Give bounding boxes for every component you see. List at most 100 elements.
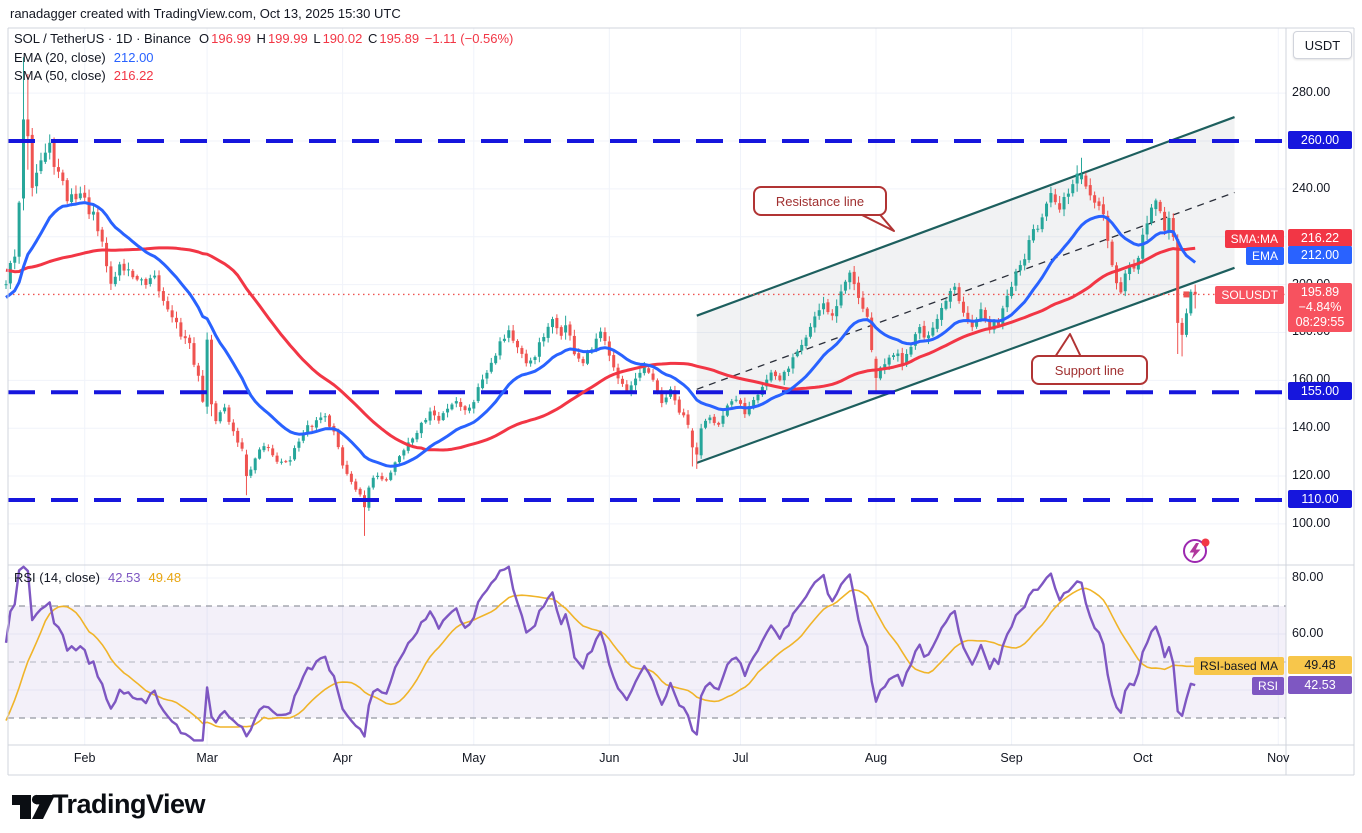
candle-body — [52, 141, 56, 167]
candle-body — [1040, 217, 1044, 230]
candle-body — [926, 335, 930, 339]
candle-body — [1075, 173, 1079, 184]
candle-body — [721, 415, 725, 424]
candle-body — [1189, 291, 1193, 314]
candle-body — [1119, 282, 1123, 293]
tradingview-logo-text[interactable]: TradingView — [52, 789, 206, 819]
candle-body — [406, 442, 410, 451]
candle-body — [310, 425, 314, 427]
candle-body — [354, 481, 358, 490]
candle-body — [778, 375, 782, 381]
candle-body — [8, 263, 12, 284]
candle-body — [380, 476, 384, 480]
candle-body — [612, 355, 616, 368]
candle-body — [411, 438, 415, 443]
channel-upper-line — [696, 116, 1235, 317]
time-axis-label[interactable]: Feb — [73, 751, 96, 765]
resistance-callout[interactable]: Resistance line — [753, 186, 887, 216]
candle-body — [244, 454, 248, 477]
time-axis-label[interactable]: May — [461, 751, 486, 765]
currency-toggle-button[interactable]: USDT — [1293, 31, 1352, 59]
candle-body — [756, 394, 760, 401]
rsi-ma-axis-value: 49.48 — [1288, 656, 1352, 674]
time-axis-label[interactable]: Sep — [1000, 751, 1023, 765]
candle-body — [1045, 203, 1049, 217]
chart-credit: ranadagger created with TradingView.com,… — [10, 6, 401, 21]
candle-body — [1001, 308, 1005, 326]
sma50-line — [5, 246, 1196, 452]
time-axis-label[interactable]: Oct — [1132, 751, 1153, 765]
time-axis-label[interactable]: Nov — [1267, 751, 1290, 765]
candle-body — [472, 402, 476, 409]
candle-body — [822, 303, 826, 310]
candle-body — [1163, 211, 1167, 231]
candle-body — [1110, 241, 1114, 266]
rsi-ma-legend-value: 49.48 — [148, 570, 182, 585]
chart-canvas[interactable] — [0, 0, 1362, 780]
key-level-badge: 110.00 — [1288, 489, 1352, 508]
candle-body — [170, 310, 174, 318]
candle-body — [467, 407, 471, 411]
candle-body — [345, 464, 349, 474]
time-axis-label[interactable]: Mar — [196, 751, 218, 765]
candle-body — [817, 310, 821, 316]
candle-body — [341, 447, 345, 466]
candle-body — [463, 406, 467, 411]
candle-body — [35, 172, 39, 187]
candle-body — [948, 291, 952, 302]
candle-body — [450, 404, 454, 410]
candle-body — [629, 385, 633, 392]
candle-body — [1005, 295, 1009, 308]
candle-body — [266, 447, 270, 449]
candle-body — [87, 197, 91, 215]
candle-body — [655, 380, 659, 392]
candle-body — [983, 309, 987, 319]
candle-body — [660, 390, 664, 404]
candle-body — [1010, 286, 1014, 297]
candle-body — [546, 326, 550, 338]
ema-legend[interactable]: EMA (20, close) 212.00 — [14, 50, 154, 65]
time-axis-label[interactable]: Jul — [732, 751, 749, 765]
candle-body — [96, 212, 100, 232]
candle-body — [126, 269, 130, 271]
candle-body — [747, 406, 751, 415]
candle-body — [428, 411, 432, 421]
tradingview-logo-icon[interactable] — [12, 791, 55, 823]
candle-body — [852, 271, 856, 285]
price-tick-label: 240.00 — [1292, 180, 1331, 195]
candle-body — [1171, 218, 1175, 237]
candle-body — [712, 416, 716, 423]
candle-body — [892, 355, 896, 357]
candle-body — [699, 428, 703, 456]
sma-legend-value: 216.22 — [113, 68, 154, 83]
candle-body — [808, 326, 812, 337]
change-value: −1.11 (−0.56%) — [424, 31, 514, 46]
time-axis-label[interactable]: Apr — [332, 751, 353, 765]
time-axis-label[interactable]: Aug — [864, 751, 888, 765]
candle-body — [966, 312, 970, 320]
candle-body — [1154, 200, 1158, 210]
candle-body — [537, 342, 541, 357]
candle-body — [905, 353, 909, 365]
candle-body — [454, 401, 458, 404]
lightning-icon[interactable] — [1181, 535, 1211, 565]
channel-lower-line — [696, 266, 1235, 464]
candle-body — [787, 368, 791, 372]
support-callout[interactable]: Support line — [1031, 355, 1148, 385]
candle-body — [1180, 322, 1184, 335]
rsi-legend[interactable]: RSI (14, close) 42.53 49.48 — [14, 570, 181, 585]
candle-body — [314, 420, 318, 428]
key-level-lines — [8, 139, 1286, 502]
candle-body — [507, 330, 511, 338]
candle-body — [839, 291, 843, 306]
candle-body — [878, 367, 882, 379]
sma-axis-tag: SMA:MA — [1224, 230, 1284, 248]
sma-legend[interactable]: SMA (50, close) 216.22 — [14, 68, 154, 83]
time-axis-label[interactable]: Jun — [599, 751, 620, 765]
last-change-pct: −4.84% — [1298, 300, 1342, 314]
candle-body — [227, 407, 231, 422]
candle-body — [1066, 193, 1070, 197]
candle-body — [166, 301, 170, 310]
